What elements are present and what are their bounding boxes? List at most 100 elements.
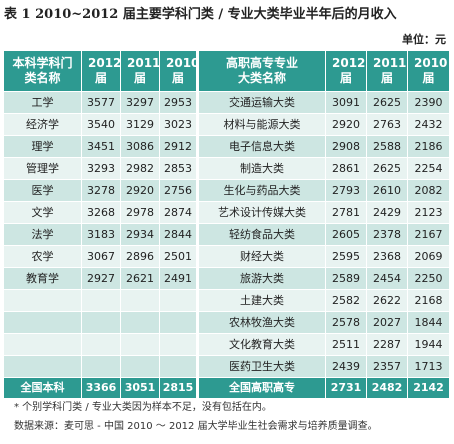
total-right-2010: 2142 (408, 378, 450, 399)
header-right-2011: 2011届 (367, 51, 408, 92)
cell-right-name: 旅游大类 (199, 268, 326, 290)
cell-left-2011: 2920 (121, 180, 160, 202)
cell-right-2012: 2861 (326, 158, 367, 180)
cell-right-2010: 2254 (408, 158, 450, 180)
cell-right-2010: 2390 (408, 92, 450, 114)
cell-right-name: 农林牧渔大类 (199, 312, 326, 334)
cell-left-2011: 2978 (121, 202, 160, 224)
cell-left-2011 (121, 290, 160, 312)
cell-left-2011: 3297 (121, 92, 160, 114)
cell-right-2012: 2793 (326, 180, 367, 202)
cell-right-2012: 2511 (326, 334, 367, 356)
cell-right-2010: 2186 (408, 136, 450, 158)
cell-left-2010: 2491 (160, 268, 199, 290)
cell-left-2012 (82, 334, 121, 356)
cell-right-2012: 2582 (326, 290, 367, 312)
table-row: 农学 3067 2896 2501 财经大类 2595 2368 2069 (4, 246, 450, 268)
header-row: 本科学科门类名称 2012届 2011届 2010届 高职高专专业大类名称 20… (4, 51, 450, 92)
cell-left-2012 (82, 356, 121, 378)
cell-right-2012: 2781 (326, 202, 367, 224)
cell-right-2011: 2625 (367, 92, 408, 114)
cell-left-2010 (160, 290, 199, 312)
table-body: 工学 3577 3297 2953 交通运输大类 3091 2625 2390 经济学 3540 3… (4, 92, 450, 378)
footnotes: * 个别学科门类 / 专业大类因为样本不足，没有包括在内。 数据来源：麦可思 -… (14, 398, 450, 436)
header-right-2012: 2012届 (326, 51, 367, 92)
cell-right-name: 土建大类 (199, 290, 326, 312)
table-row: 医药卫生大类 2439 2357 1713 (4, 356, 450, 378)
cell-left-2010: 2912 (160, 136, 199, 158)
footnote-source: 数据来源：麦可思 - 中国 2010 ～ 2012 届大学毕业生社会需求与培养质… (14, 421, 378, 432)
cell-right-2012: 2920 (326, 114, 367, 136)
cell-right-2010: 2432 (408, 114, 450, 136)
table-row: 土建大类 2582 2622 2168 (4, 290, 450, 312)
cell-left-2011 (121, 312, 160, 334)
cell-left-name (4, 312, 82, 334)
cell-left-name (4, 334, 82, 356)
cell-left-name: 教育学 (4, 268, 82, 290)
cell-left-2010 (160, 334, 199, 356)
cell-left-2010: 3023 (160, 114, 199, 136)
header-left-2011: 2011届 (121, 51, 160, 92)
cell-left-2012: 3067 (82, 246, 121, 268)
cell-left-name: 管理学 (4, 158, 82, 180)
cell-right-2010: 2069 (408, 246, 450, 268)
table-title: 表 1 2010~2012 届主要学科门类 / 专业大类毕业半年后的月收入 (4, 7, 397, 22)
table-row: 医学 3278 2920 2756 生化与药品大类 2793 2610 2082 (4, 180, 450, 202)
total-right-name: 全国高职高专 (199, 378, 326, 399)
cell-right-2011: 2368 (367, 246, 408, 268)
total-left-name: 全国本科 (4, 378, 82, 399)
cell-left-2011 (121, 334, 160, 356)
cell-right-2010: 2167 (408, 224, 450, 246)
cell-right-2012: 3091 (326, 92, 367, 114)
cell-right-2010: 2082 (408, 180, 450, 202)
cell-left-2010 (160, 356, 199, 378)
total-right-2012: 2731 (326, 378, 367, 399)
header-right-name: 高职高专专业大类名称 (199, 51, 326, 92)
cell-left-2011: 2621 (121, 268, 160, 290)
cell-right-2011: 2027 (367, 312, 408, 334)
cell-left-name: 法学 (4, 224, 82, 246)
cell-left-name (4, 290, 82, 312)
cell-right-2012: 2605 (326, 224, 367, 246)
cell-left-2010 (160, 312, 199, 334)
cell-right-2011: 2357 (367, 356, 408, 378)
cell-right-name: 材料与能源大类 (199, 114, 326, 136)
cell-right-2011: 2763 (367, 114, 408, 136)
cell-left-2012: 3540 (82, 114, 121, 136)
cell-right-2012: 2908 (326, 136, 367, 158)
total-left-2012: 3366 (82, 378, 121, 399)
cell-left-name: 理学 (4, 136, 82, 158)
cell-left-2011 (121, 356, 160, 378)
cell-left-2012: 3293 (82, 158, 121, 180)
cell-right-2010: 2168 (408, 290, 450, 312)
table-row: 理学 3451 3086 2912 电子信息大类 2908 2588 2186 (4, 136, 450, 158)
cell-left-name: 农学 (4, 246, 82, 268)
table-row: 教育学 2927 2621 2491 旅游大类 2589 2454 2250 (4, 268, 450, 290)
cell-right-name: 电子信息大类 (199, 136, 326, 158)
cell-right-name: 制造大类 (199, 158, 326, 180)
cell-right-2011: 2625 (367, 158, 408, 180)
cell-right-2011: 2610 (367, 180, 408, 202)
cell-right-2010: 1844 (408, 312, 450, 334)
cell-left-name: 医学 (4, 180, 82, 202)
header-left-2012: 2012届 (82, 51, 121, 92)
table-row: 文学 3268 2978 2874 艺术设计传媒大类 2781 2429 2123 (4, 202, 450, 224)
unit-label: 单位：元 (402, 33, 446, 46)
cell-left-2010: 2874 (160, 202, 199, 224)
cell-right-name: 生化与药品大类 (199, 180, 326, 202)
cell-left-2011: 3086 (121, 136, 160, 158)
table-row: 经济学 3540 3129 3023 材料与能源大类 2920 2763 2432 (4, 114, 450, 136)
header-right-2010: 2010届 (408, 51, 450, 92)
cell-left-2012: 3577 (82, 92, 121, 114)
cell-left-2010: 2756 (160, 180, 199, 202)
income-table: 本科学科门类名称 2012届 2011届 2010届 高职高专专业大类名称 20… (4, 51, 450, 399)
cell-right-2010: 2250 (408, 268, 450, 290)
cell-right-name: 医药卫生大类 (199, 356, 326, 378)
cell-right-2010: 1944 (408, 334, 450, 356)
cell-right-2010: 2123 (408, 202, 450, 224)
cell-right-2012: 2578 (326, 312, 367, 334)
cell-right-2011: 2378 (367, 224, 408, 246)
cell-right-2011: 2287 (367, 334, 408, 356)
table-row: 法学 3183 2934 2844 轻纺食品大类 2605 2378 2167 (4, 224, 450, 246)
table-row: 管理学 3293 2982 2853 制造大类 2861 2625 2254 (4, 158, 450, 180)
